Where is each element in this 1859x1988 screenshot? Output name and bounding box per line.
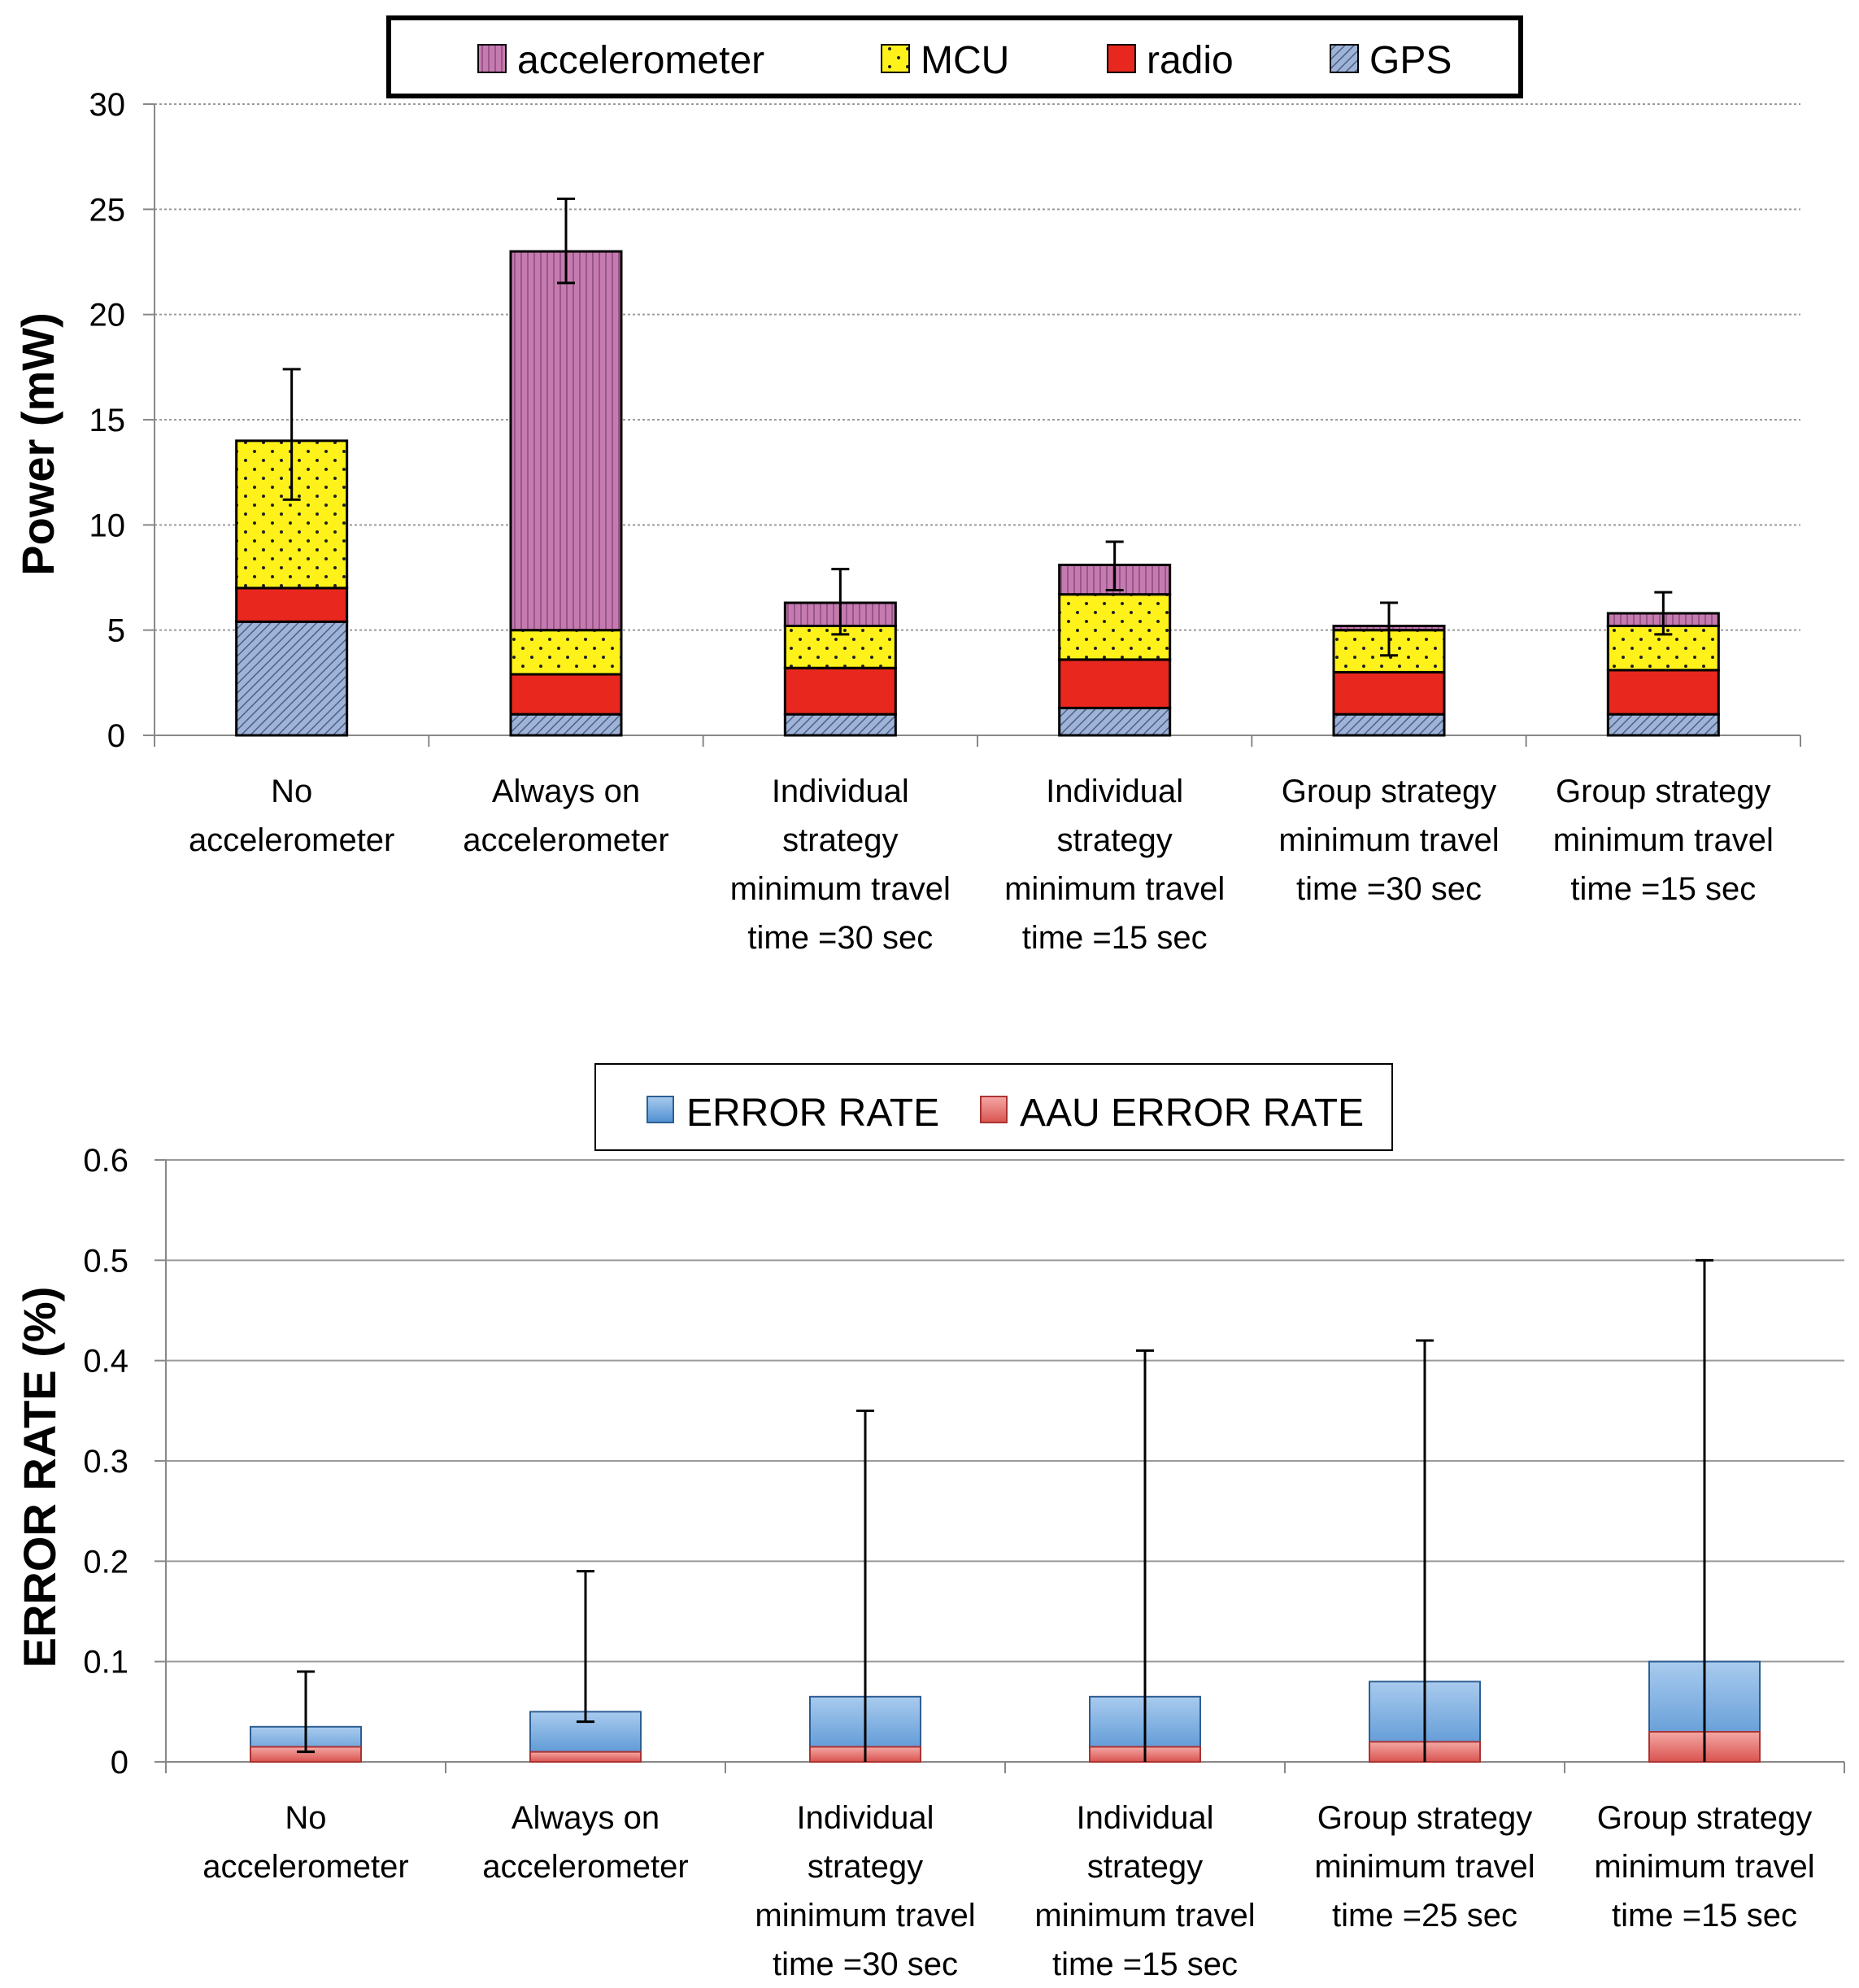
error-y-axis-label: ERROR RATE (%) — [14, 1287, 65, 1668]
power-bar-accelerometer-always-on-accelerometer — [509, 250, 623, 632]
legend-radio-label: radio — [1147, 39, 1234, 82]
power-y-tick-label: 5 — [107, 613, 125, 649]
legend-accelerometer-label: accelerometer — [517, 39, 764, 82]
error-x-tick-label: Individual — [796, 1800, 934, 1836]
power-x-tick-label: time =30 sec — [747, 920, 933, 956]
power-y-tick-label: 30 — [89, 87, 126, 123]
power-x-tick-label: Group strategy — [1556, 774, 1771, 809]
power-x-tick-label: Group strategy — [1282, 774, 1497, 809]
power-x-tick-label: minimum travel — [1553, 822, 1774, 858]
power-x-tick-label: accelerometer — [463, 822, 668, 858]
error-x-tick-label: Always on — [512, 1800, 660, 1836]
power-bar-radio-group-strategy-minimum-travel-time-30-sec — [1332, 670, 1446, 716]
legend-error-rate-label: ERROR RATE — [686, 1092, 939, 1135]
power-x-tick-label: minimum travel — [730, 871, 951, 907]
power-bar-gps-no-accelerometer — [235, 620, 349, 737]
error-legend: ERROR RATE AAU ERROR RATE — [594, 1063, 1393, 1151]
legend-mcu-swatch — [881, 44, 910, 73]
power-bar-mcu-individual-strategy-minimum-travel-time-15-sec — [1058, 593, 1172, 661]
error-y-tick-label: 0.5 — [83, 1243, 128, 1279]
error-y-tick-label: 0.3 — [83, 1444, 128, 1480]
legend-aau-error-rate-label: AAU ERROR RATE — [1020, 1092, 1364, 1135]
power-x-tick-label: Always on — [492, 774, 640, 809]
error-x-tick-label: time =15 sec — [1052, 1947, 1238, 1982]
error-x-tick-label: Group strategy — [1317, 1800, 1533, 1836]
error-x-tick-label: strategy — [808, 1849, 923, 1885]
error-y-tick-label: 0 — [111, 1745, 128, 1781]
power-x-tick-label: Individual — [772, 774, 909, 809]
power-x-tick-label: time =15 sec — [1022, 920, 1208, 956]
error-x-tick-label: accelerometer — [202, 1849, 408, 1885]
power-x-tick-label: Individual — [1046, 774, 1183, 809]
power-bar-radio-no-accelerometer — [235, 586, 349, 623]
legend-aau-error-rate-swatch — [980, 1096, 1008, 1123]
legend-gps-swatch — [1330, 44, 1359, 73]
error-y-tick-label: 0.1 — [83, 1645, 128, 1681]
error-y-tick-label: 0.2 — [83, 1544, 128, 1580]
legend-mcu-label: MCU — [921, 39, 1009, 82]
error-x-tick-label: minimum travel — [1594, 1849, 1814, 1885]
power-x-tick-label: accelerometer — [189, 822, 394, 858]
power-bar-gps-individual-strategy-minimum-travel-time-30-sec — [783, 713, 897, 737]
error-x-tick-label: minimum travel — [1314, 1849, 1535, 1885]
power-x-tick-label: strategy — [1057, 822, 1173, 858]
power-bar-radio-group-strategy-minimum-travel-time-15-sec — [1606, 669, 1720, 716]
power-bar-radio-always-on-accelerometer — [509, 673, 623, 716]
power-bar-gps-group-strategy-minimum-travel-time-30-sec — [1332, 713, 1446, 737]
power-bar-gps-always-on-accelerometer — [509, 713, 623, 737]
power-bar-gps-individual-strategy-minimum-travel-time-15-sec — [1058, 706, 1172, 737]
power-y-axis-label: Power (mW) — [12, 312, 63, 576]
error-y-tick-label: 0.6 — [83, 1143, 128, 1179]
error-x-tick-label: minimum travel — [1034, 1898, 1255, 1934]
power-y-tick-label: 0 — [107, 718, 125, 754]
power-bar-radio-individual-strategy-minimum-travel-time-30-sec — [783, 666, 897, 716]
power-x-tick-label: time =30 sec — [1296, 871, 1482, 907]
error-x-tick-label: time =15 sec — [1612, 1898, 1797, 1934]
legend-accelerometer-swatch — [477, 44, 507, 73]
legend-error-rate-swatch — [647, 1096, 674, 1123]
power-x-tick-label: minimum travel — [1004, 871, 1225, 907]
error-x-tick-label: Group strategy — [1597, 1800, 1813, 1836]
power-y-tick-label: 25 — [89, 192, 126, 228]
power-y-tick-label: 15 — [89, 403, 126, 438]
error-x-tick-label: time =25 sec — [1332, 1898, 1517, 1934]
power-chart: 0 5 10 15 20 25 30 Power (mW) No accelerometer Alw… — [12, 87, 1801, 956]
power-bar-mcu-always-on-accelerometer — [509, 629, 623, 676]
error-x-tick-label: Individual — [1076, 1800, 1213, 1836]
error-y-tick-label: 0.4 — [83, 1344, 128, 1380]
error-x-tick-label: strategy — [1087, 1849, 1203, 1885]
power-legend: accelerometer MCU radio GPS — [386, 15, 1523, 98]
error-x-tick-label: accelerometer — [482, 1849, 688, 1885]
power-y-tick-label: 20 — [89, 298, 126, 334]
power-bar-radio-individual-strategy-minimum-travel-time-15-sec — [1058, 658, 1172, 709]
power-y-tick-label: 10 — [89, 508, 126, 543]
power-x-tick-label: time =15 sec — [1570, 871, 1756, 907]
error-x-tick-label: minimum travel — [755, 1898, 975, 1934]
error-x-tick-label: time =30 sec — [773, 1947, 958, 1982]
error-rate-chart: 0 0.1 0.2 0.3 0.4 0.5 0.6 ERROR RATE (%) No accel… — [14, 1143, 1845, 1982]
error-bar-aau-error-rate-always-on-accelerometer — [529, 1750, 642, 1763]
power-x-tick-label: minimum travel — [1278, 822, 1499, 858]
power-x-tick-label: strategy — [782, 822, 898, 858]
power-x-tick-label: No — [271, 774, 312, 809]
power-bar-gps-group-strategy-minimum-travel-time-15-sec — [1606, 713, 1720, 737]
error-x-tick-label: No — [285, 1800, 326, 1836]
legend-gps-label: GPS — [1369, 39, 1452, 82]
legend-radio-swatch — [1107, 44, 1136, 73]
